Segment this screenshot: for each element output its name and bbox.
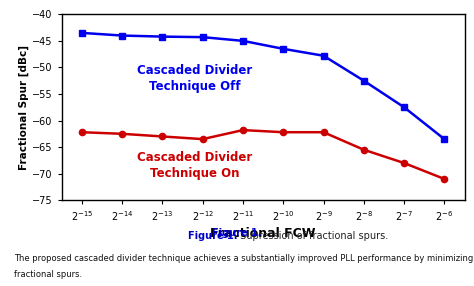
Y-axis label: Fractional Spur [dBc]: Fractional Spur [dBc] [19, 45, 29, 170]
Text: Cascaded Divider: Cascaded Divider [137, 63, 252, 77]
Text: Figure 1.: Figure 1. [188, 231, 237, 241]
Text: Supression of fractional spurs.: Supression of fractional spurs. [237, 231, 388, 241]
Text: Cascaded Divider: Cascaded Divider [137, 151, 252, 164]
Text: The proposed cascaded divider technique achieves a substantially improved PLL pe: The proposed cascaded divider technique … [14, 254, 474, 263]
X-axis label: Fractional FCW: Fractional FCW [210, 227, 316, 240]
Text: Technique Off: Technique Off [149, 80, 240, 92]
Text: fractional spurs.: fractional spurs. [14, 270, 82, 279]
Text: Technique On: Technique On [150, 167, 239, 180]
Text: Figure 1.: Figure 1. [212, 228, 262, 238]
